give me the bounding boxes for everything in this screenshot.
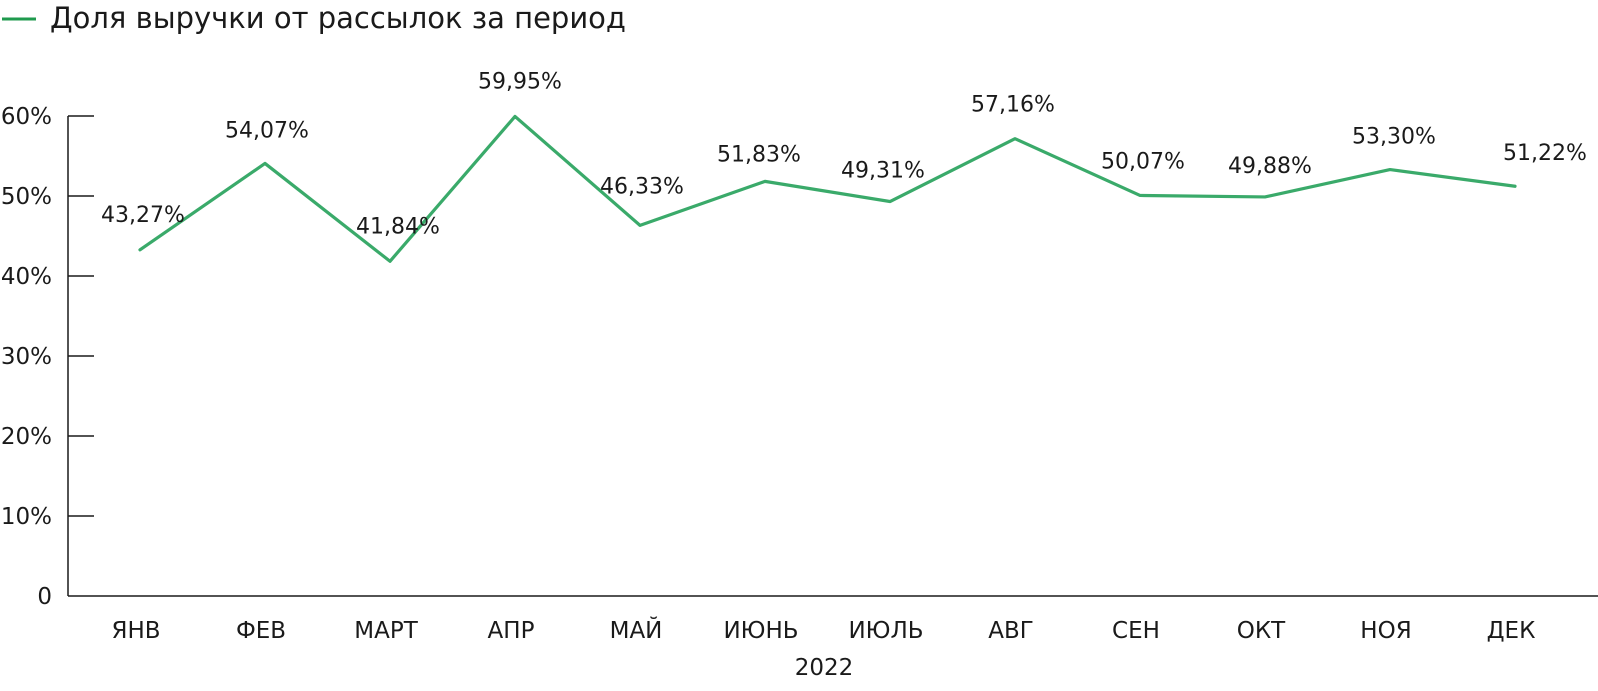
legend-label: Доля выручки от рассылок за период [50, 1, 626, 35]
x-tick-label-7: АВГ [988, 618, 1034, 644]
data-label-3: 59,95% [478, 69, 562, 94]
data-label-2: 41,84% [356, 214, 440, 239]
series-line [138, 114, 1517, 263]
x-tick-label-6: ИЮЛЬ [848, 618, 923, 644]
x-tick-label-3: АПР [488, 618, 535, 644]
y-tick-label-30: 30% [1, 344, 52, 370]
y-tick-label-0: 0 [37, 584, 52, 610]
data-label-11: 51,22% [1503, 141, 1587, 166]
x-tick-label-2: МАРТ [354, 618, 418, 644]
data-label-0: 43,27% [101, 203, 185, 228]
y-tick-label-20: 20% [1, 424, 52, 450]
data-label-10: 53,30% [1352, 125, 1436, 150]
data-labels: 43,27% 54,07% 41,84% 59,95% 46,33% 51,83% 49,3… [101, 69, 1587, 239]
x-tick-label-1: ФЕВ [236, 618, 286, 644]
data-label-8: 50,07% [1101, 149, 1185, 174]
x-axis-tick-labels: ЯНВ ФЕВ МАРТ АПР МАЙ ИЮНЬ ИЮЛЬ АВГ СЕН ОКТ НОЯ ДЕК [111, 616, 1535, 644]
x-tick-label-5: ИЮНЬ [723, 618, 798, 644]
legend: Доля выручки от рассылок за период [2, 1, 626, 35]
x-tick-label-11: ДЕК [1487, 618, 1536, 644]
x-tick-label-8: СЕН [1112, 618, 1160, 644]
x-axis-title: 2022 [795, 655, 854, 681]
data-label-9: 49,88% [1228, 154, 1312, 179]
x-tick-label-9: ОКТ [1237, 618, 1286, 644]
y-tick-label-60: 60% [1, 104, 52, 130]
data-label-5: 51,83% [717, 142, 801, 167]
y-tick-label-50: 50% [1, 184, 52, 210]
data-label-6: 49,31% [841, 159, 925, 184]
axes [67, 115, 1598, 597]
y-axis-tick-labels: 0 10% 20% 30% 40% 50% 60% [1, 104, 52, 610]
data-label-1: 54,07% [225, 118, 309, 143]
data-label-4: 46,33% [600, 174, 684, 199]
y-tick-label-10: 10% [1, 504, 52, 530]
x-tick-label-0: ЯНВ [111, 618, 160, 644]
x-tick-label-10: НОЯ [1360, 618, 1411, 644]
x-tick-label-4: МАЙ [610, 616, 663, 644]
y-tick-label-40: 40% [1, 264, 52, 290]
data-label-7: 57,16% [971, 93, 1055, 118]
